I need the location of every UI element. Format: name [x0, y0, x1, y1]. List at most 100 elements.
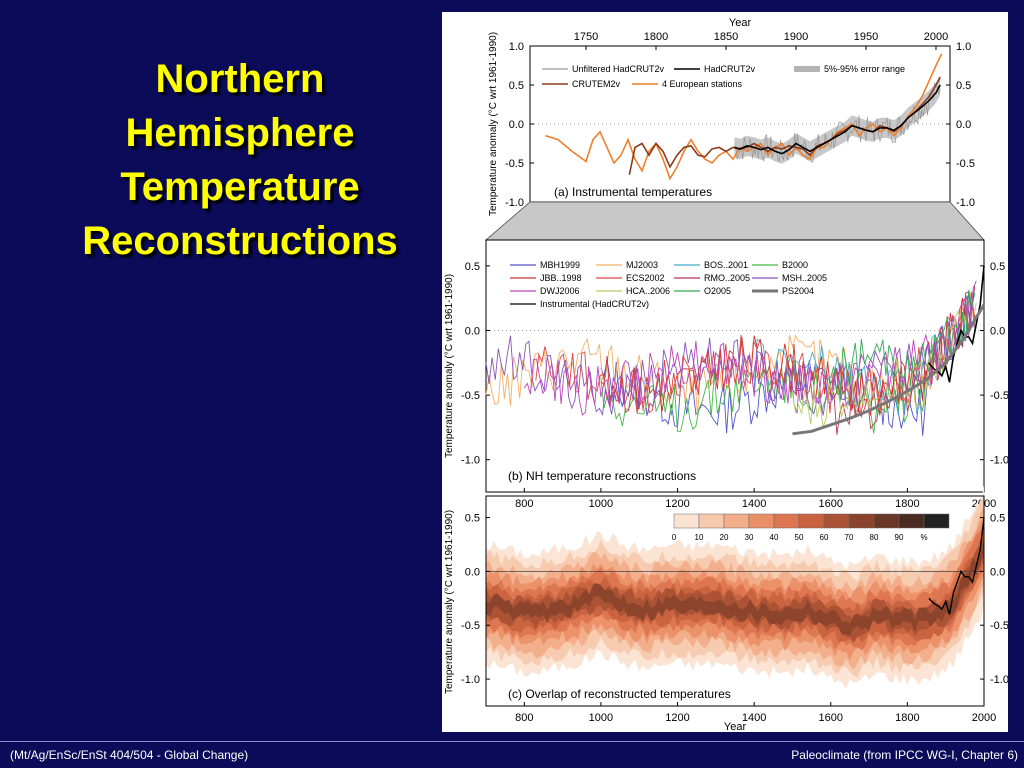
y-tick-label: -1.0: [990, 674, 1008, 686]
y-tick-label: 0.5: [990, 513, 1005, 525]
legend-label: MBH1999: [540, 260, 580, 270]
colorbar-swatch: [773, 513, 800, 529]
colorbar-swatch: [873, 513, 900, 529]
colorbar-swatch: [748, 513, 775, 529]
y-tick-label: 0.0: [465, 566, 480, 578]
colorbar-swatch: [823, 513, 850, 529]
error-range-band: [734, 74, 941, 164]
y-tick-label: 0.5: [990, 261, 1005, 273]
y-tick-label: 1.0: [509, 41, 524, 53]
colorbar-swatch: [848, 513, 875, 529]
legend-label: Unfiltered HadCRUT2v: [572, 64, 665, 74]
x-tick-label: 1600: [819, 498, 843, 510]
y-tick-label: -0.5: [505, 158, 524, 170]
colorbar-tick-label: 30: [745, 533, 754, 542]
y-tick-label: -0.5: [990, 390, 1008, 402]
legend-label: JBB..1998: [540, 273, 582, 283]
figure-svg: 1750 1800 1850 1900 1950 2000 1.0 1.0 0.5 0.5 0.0 0…: [444, 17, 1008, 732]
colorbar-tick-label: %: [920, 533, 927, 542]
series-line: [792, 303, 986, 436]
x-tick-label: 1000: [589, 712, 613, 724]
colorbar-tick-label: 40: [770, 533, 779, 542]
y-tick-label: 1.0: [956, 41, 971, 53]
colorbar-swatch: [923, 513, 950, 529]
series-line: [734, 84, 941, 155]
title-line: Reconstructions: [82, 219, 398, 263]
legend-label: PS2004: [782, 286, 814, 296]
x-tick-label: 1600: [819, 712, 843, 724]
y-tick-label: 0.0: [990, 325, 1005, 337]
x-tick-label: 1000: [589, 498, 613, 510]
y-tick-label: -0.5: [461, 620, 480, 632]
legend-label: ECS2002: [626, 273, 665, 283]
x-tick-label: 1400: [742, 712, 766, 724]
y-tick-label: -1.0: [461, 674, 480, 686]
y-tick-label: -1.0: [461, 455, 480, 467]
x-axis-label: Year: [724, 721, 747, 732]
y-tick-label: -0.5: [990, 620, 1008, 632]
footer-right-text: Paleoclimate (from IPCC WG-I, Chapter 6): [791, 748, 1018, 762]
x-tick-label: 1800: [644, 31, 668, 43]
series-line: [928, 265, 985, 383]
colorbar-swatch: [673, 513, 700, 529]
colorbar-tick-label: 70: [845, 533, 854, 542]
legend-label: MSH..2005: [782, 273, 827, 283]
y-tick-label: -1.0: [990, 455, 1008, 467]
y-tick-label: 0.5: [465, 513, 480, 525]
x-tick-label: 1900: [784, 31, 808, 43]
y-axis-label: Temperature anomaly (°C wrt 1961-1990): [444, 274, 455, 458]
x-tick-label: 2000: [972, 712, 996, 724]
title-line: Hemisphere: [125, 111, 355, 155]
colorbar-tick-label: 90: [895, 533, 904, 542]
colorbar-tick-label: 60: [820, 533, 829, 542]
colorbar-tick-label: 10: [695, 533, 704, 542]
x-tick-label: 1950: [854, 31, 878, 43]
x-tick-label: 1750: [574, 31, 598, 43]
x-tick-label: 1400: [742, 498, 766, 510]
y-axis-label: Temperature anomaly (°C wrt 1961-1990): [444, 510, 455, 694]
footer-divider: [0, 741, 1024, 742]
x-tick-label: 1800: [895, 498, 919, 510]
y-tick-label: 0.5: [465, 261, 480, 273]
y-tick-label: -0.5: [956, 158, 975, 170]
legend-label: CRUTEM2v: [572, 79, 621, 89]
y-tick-label: 0.0: [509, 119, 524, 131]
y-tick-label: 0.0: [956, 119, 971, 131]
x-tick-label: 1200: [665, 498, 689, 510]
legend-label: B2000: [782, 260, 808, 270]
legend-label: Instrumental (HadCRUT2v): [540, 299, 649, 309]
slide-title: Northern Hemisphere Temperature Reconstr…: [40, 52, 440, 268]
colorbar-tick-label: 20: [720, 533, 729, 542]
colorbar-tick-label: 50: [795, 533, 804, 542]
instrumental-line: [928, 517, 985, 615]
legend-label: DWJ2006: [540, 286, 580, 296]
colorbar-tick-label: 80: [870, 533, 879, 542]
colorbar-swatch: [798, 513, 825, 529]
panel-b-frame: [485, 239, 985, 493]
panel-c-frame-top: [485, 495, 985, 707]
colorbar-swatch: [723, 513, 750, 529]
y-axis-label: Temperature anomaly (°C wrt 1961-1990): [488, 32, 499, 216]
colorbar-swatch: [698, 513, 725, 529]
x-axis-label: Year: [729, 17, 752, 29]
y-tick-label: 0.0: [465, 325, 480, 337]
x-tick-label: 800: [515, 498, 533, 510]
legend-label: O2005: [704, 286, 731, 296]
reconstruction-line: [485, 280, 977, 417]
zoom-connector: [484, 201, 985, 241]
title-line: Temperature: [120, 165, 360, 209]
title-line: Northern: [155, 57, 325, 101]
legend-label: 4 European stations: [662, 79, 743, 89]
colorbar-swatch: [898, 513, 925, 529]
panel-c-caption: (c) Overlap of reconstructed temperature…: [508, 687, 731, 701]
overlap-band: [486, 535, 984, 642]
footer-left-text: (Mt/Ag/EnSc/EnSt 404/504 - Global Change…: [10, 748, 249, 762]
legend-label: HCA..2006: [626, 286, 670, 296]
legend-label: MJ2003: [626, 260, 658, 270]
panel-a-caption: (a) Instrumental temperatures: [554, 185, 712, 199]
y-tick-label: -1.0: [956, 197, 975, 209]
y-tick-label: 0.0: [990, 566, 1005, 578]
ipcc-figure: 1750 1800 1850 1900 1950 2000 1.0 1.0 0.5 0.5 0.0 0…: [442, 12, 1008, 732]
legend-label: RMO..2005: [704, 273, 750, 283]
